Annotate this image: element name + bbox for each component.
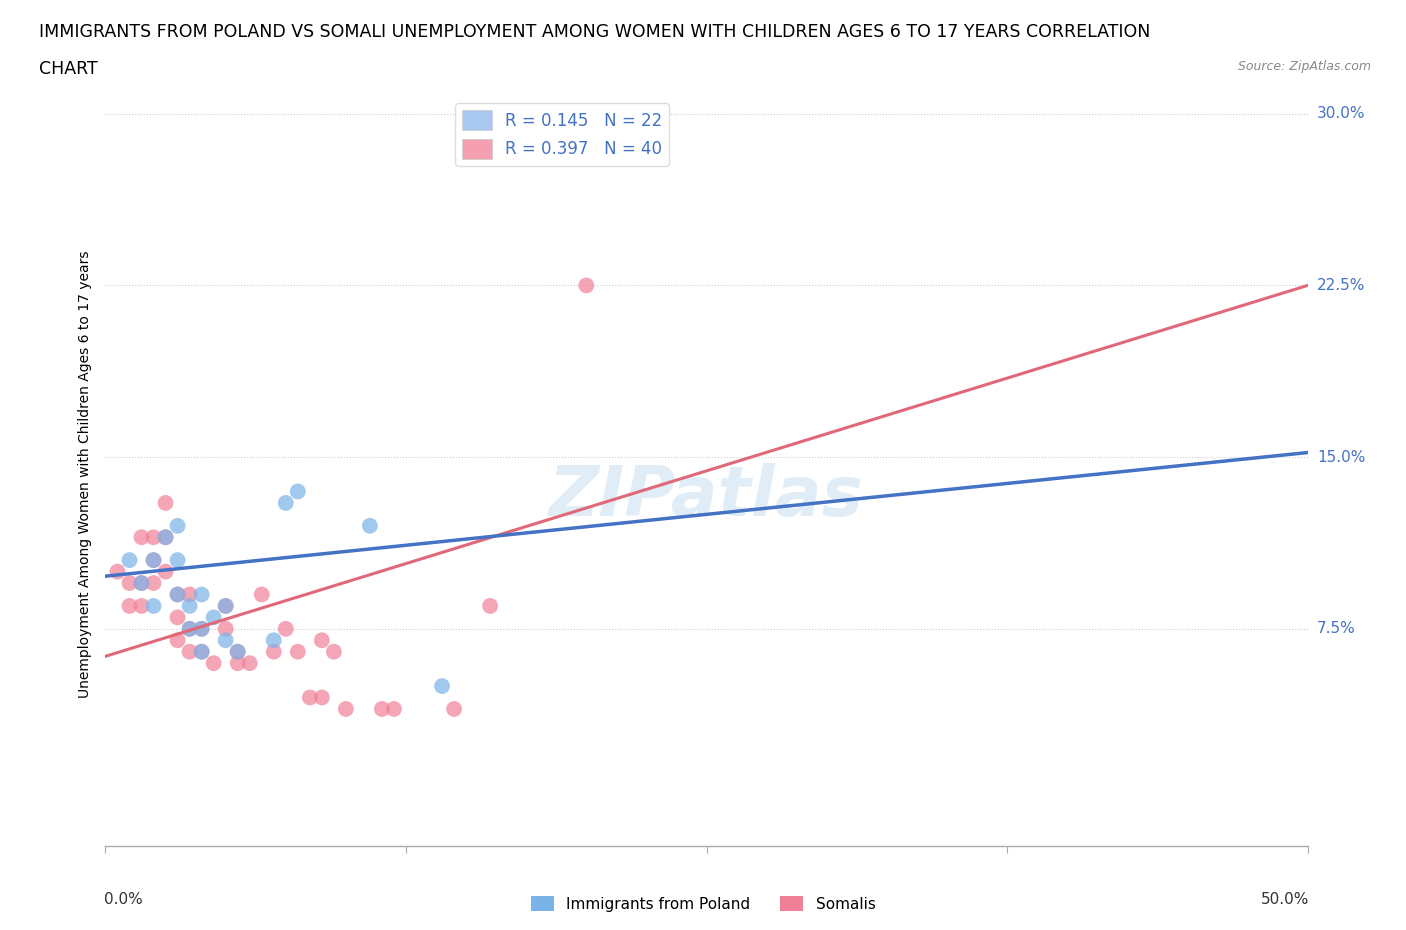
Legend: R = 0.145   N = 22, R = 0.397   N = 40: R = 0.145 N = 22, R = 0.397 N = 40 — [456, 103, 669, 166]
Point — [179, 621, 201, 636]
Text: Source: ZipAtlas.com: Source: ZipAtlas.com — [1237, 60, 1371, 73]
Point — [118, 552, 141, 567]
Point — [166, 610, 188, 625]
Point — [371, 701, 394, 716]
Point — [443, 701, 465, 716]
Point — [190, 621, 212, 636]
Point — [190, 621, 212, 636]
Point — [311, 632, 333, 647]
Point — [179, 599, 201, 614]
Point — [142, 530, 165, 545]
Point — [322, 644, 344, 659]
Text: 7.5%: 7.5% — [1317, 621, 1355, 636]
Point — [166, 587, 188, 602]
Point — [131, 576, 153, 591]
Y-axis label: Unemployment Among Women with Children Ages 6 to 17 years: Unemployment Among Women with Children A… — [79, 250, 93, 698]
Point — [287, 644, 309, 659]
Text: 50.0%: 50.0% — [1260, 893, 1309, 908]
Point — [155, 530, 177, 545]
Point — [214, 599, 236, 614]
Point — [179, 587, 201, 602]
Point — [155, 530, 177, 545]
Point — [155, 565, 177, 579]
Point — [250, 587, 273, 602]
Point — [263, 632, 285, 647]
Point — [190, 587, 212, 602]
Point — [131, 599, 153, 614]
Point — [131, 530, 153, 545]
Text: IMMIGRANTS FROM POLAND VS SOMALI UNEMPLOYMENT AMONG WOMEN WITH CHILDREN AGES 6 T: IMMIGRANTS FROM POLAND VS SOMALI UNEMPLO… — [39, 23, 1150, 41]
Text: CHART: CHART — [39, 60, 98, 78]
Point — [359, 518, 381, 533]
Point — [166, 632, 188, 647]
Point — [214, 632, 236, 647]
Legend: Immigrants from Poland, Somalis: Immigrants from Poland, Somalis — [524, 889, 882, 918]
Text: 15.0%: 15.0% — [1317, 449, 1365, 465]
Point — [166, 552, 188, 567]
Point — [202, 656, 225, 671]
Point — [298, 690, 321, 705]
Point — [202, 610, 225, 625]
Point — [190, 644, 212, 659]
Point — [575, 278, 598, 293]
Text: 0.0%: 0.0% — [104, 893, 143, 908]
Point — [239, 656, 262, 671]
Point — [179, 621, 201, 636]
Point — [226, 644, 249, 659]
Point — [214, 599, 236, 614]
Point — [142, 552, 165, 567]
Point — [287, 484, 309, 498]
Point — [226, 656, 249, 671]
Point — [335, 701, 357, 716]
Point — [166, 587, 188, 602]
Text: ZIPatlas: ZIPatlas — [548, 463, 865, 530]
Text: 22.5%: 22.5% — [1317, 278, 1365, 293]
Point — [274, 621, 297, 636]
Point — [430, 679, 453, 694]
Point — [190, 644, 212, 659]
Point — [131, 576, 153, 591]
Point — [142, 599, 165, 614]
Point — [179, 644, 201, 659]
Point — [382, 701, 405, 716]
Point — [311, 690, 333, 705]
Point — [263, 644, 285, 659]
Point — [118, 599, 141, 614]
Point — [142, 576, 165, 591]
Point — [107, 565, 129, 579]
Point — [142, 552, 165, 567]
Point — [226, 644, 249, 659]
Point — [214, 621, 236, 636]
Text: 30.0%: 30.0% — [1317, 106, 1365, 121]
Point — [479, 599, 502, 614]
Point — [118, 576, 141, 591]
Point — [155, 496, 177, 511]
Point — [274, 496, 297, 511]
Point — [166, 518, 188, 533]
